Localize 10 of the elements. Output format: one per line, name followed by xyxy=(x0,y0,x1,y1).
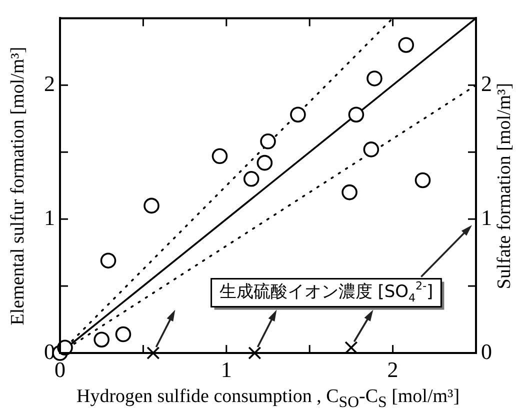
y-tick-label: 2 xyxy=(44,70,55,96)
x-axis-title: Hydrogen sulfide consumption , C$_{SO}$-C$_{S}$ [mol/m³] xyxy=(76,385,460,413)
y2-tick-label: 1 xyxy=(481,204,492,230)
x-tick-label: 1 xyxy=(220,356,232,382)
y2-tick-label: 0 xyxy=(481,338,492,364)
x-tick-label: 2 xyxy=(387,356,398,382)
y2-axis-title: Sulfate formation [mol/m³] xyxy=(493,82,516,289)
y2-tick-label: 2 xyxy=(481,70,492,96)
y-axis-title: Elemental sulfur formation [mol/m³] xyxy=(6,46,29,325)
y-tick-label: 1 xyxy=(44,204,55,230)
